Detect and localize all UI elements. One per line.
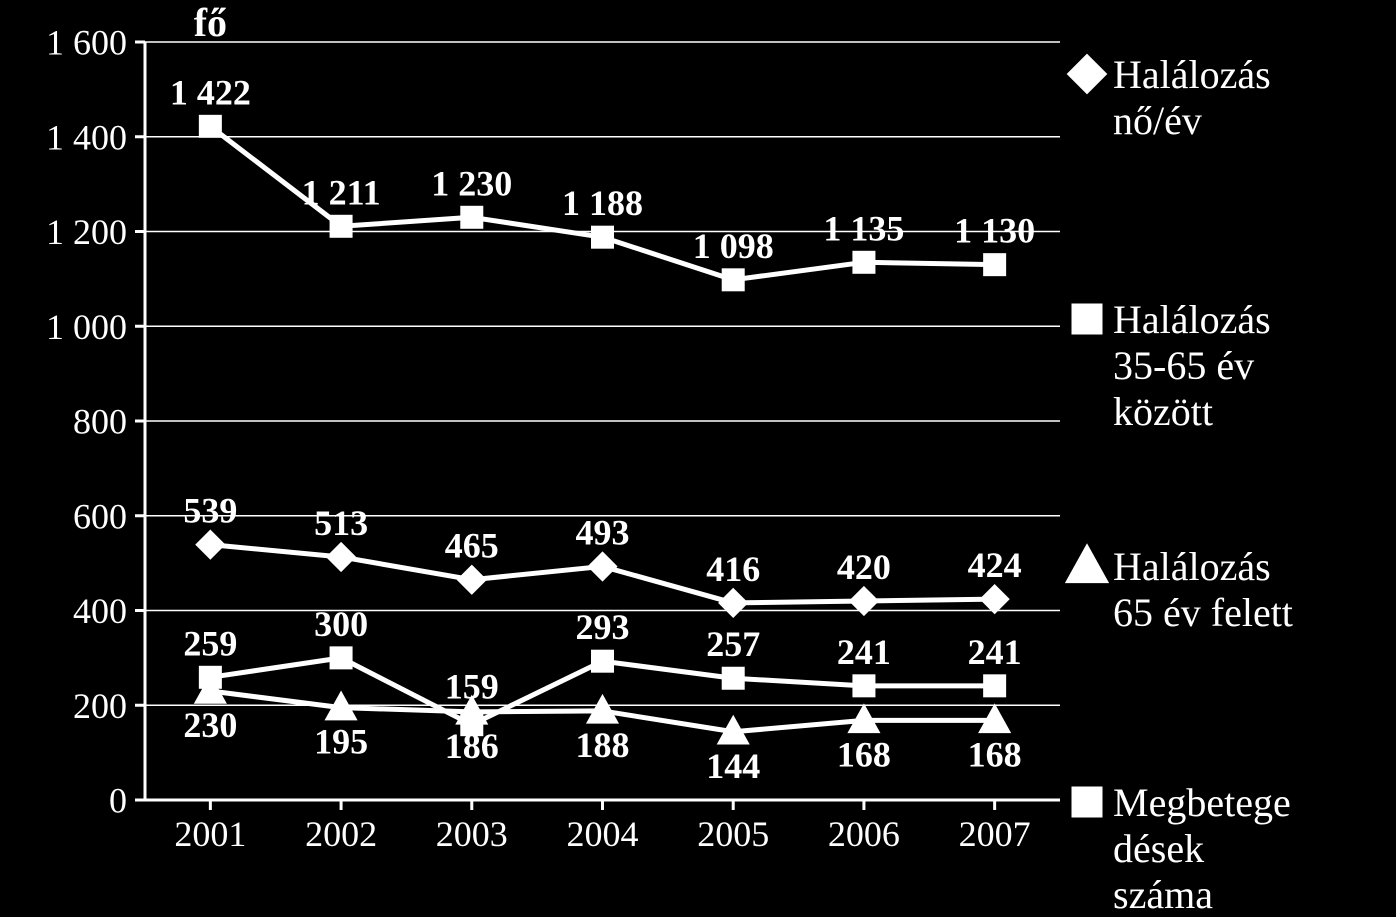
svg-text:nő/év: nő/év xyxy=(1113,98,1202,143)
svg-text:241: 241 xyxy=(837,632,891,672)
svg-text:293: 293 xyxy=(576,607,630,647)
svg-text:Halálozás: Halálozás xyxy=(1113,544,1271,589)
line-chart: 0 200 400 600 800 1 000 1 200 1 400 1 600 2001 200… xyxy=(0,0,1396,917)
svg-text:241: 241 xyxy=(968,632,1022,672)
svg-text:1 422: 1 422 xyxy=(170,72,251,112)
svg-text:2006: 2006 xyxy=(828,814,900,854)
svg-text:1 098: 1 098 xyxy=(693,226,774,266)
svg-text:35-65 év: 35-65 év xyxy=(1113,343,1254,388)
svg-text:230: 230 xyxy=(183,705,237,745)
svg-text:között: között xyxy=(1113,389,1213,434)
svg-text:188: 188 xyxy=(576,725,630,765)
svg-text:493: 493 xyxy=(576,512,630,552)
chart-svg: 0 200 400 600 800 1 000 1 200 1 400 1 600 2001 200… xyxy=(0,0,1396,917)
svg-text:Halálozás: Halálozás xyxy=(1113,52,1271,97)
svg-text:fő: fő xyxy=(194,0,227,45)
svg-text:1 211: 1 211 xyxy=(302,172,381,212)
svg-text:400: 400 xyxy=(73,591,127,631)
svg-text:259: 259 xyxy=(183,623,237,663)
svg-text:168: 168 xyxy=(968,734,1022,774)
svg-text:1 200: 1 200 xyxy=(46,212,127,252)
svg-text:144: 144 xyxy=(706,746,760,786)
svg-text:2001: 2001 xyxy=(174,814,246,854)
svg-text:195: 195 xyxy=(314,722,368,762)
svg-text:257: 257 xyxy=(706,624,760,664)
svg-text:dések: dések xyxy=(1113,826,1204,871)
svg-text:416: 416 xyxy=(706,549,760,589)
svg-text:1 400: 1 400 xyxy=(46,117,127,157)
svg-text:600: 600 xyxy=(73,496,127,536)
svg-text:1 130: 1 130 xyxy=(954,211,1035,251)
svg-text:420: 420 xyxy=(837,547,891,587)
svg-text:65 év felett: 65 év felett xyxy=(1113,590,1293,635)
svg-text:800: 800 xyxy=(73,402,127,442)
svg-text:2002: 2002 xyxy=(305,814,377,854)
svg-text:168: 168 xyxy=(837,734,891,774)
svg-text:186: 186 xyxy=(445,726,499,766)
svg-text:2003: 2003 xyxy=(436,814,508,854)
svg-text:200: 200 xyxy=(73,686,127,726)
svg-text:1 230: 1 230 xyxy=(431,163,512,203)
svg-text:száma: száma xyxy=(1113,872,1213,917)
svg-text:Megbetege: Megbetege xyxy=(1113,780,1291,825)
svg-text:0: 0 xyxy=(109,781,127,821)
svg-text:2004: 2004 xyxy=(567,814,639,854)
svg-text:1 135: 1 135 xyxy=(823,208,904,248)
svg-text:300: 300 xyxy=(314,604,368,644)
svg-text:2007: 2007 xyxy=(959,814,1031,854)
svg-text:1 000: 1 000 xyxy=(46,307,127,347)
svg-text:465: 465 xyxy=(445,526,499,566)
svg-text:2005: 2005 xyxy=(697,814,769,854)
svg-text:539: 539 xyxy=(183,491,237,531)
svg-text:1 600: 1 600 xyxy=(46,23,127,63)
svg-text:Halálozás: Halálozás xyxy=(1113,297,1271,342)
svg-text:1 188: 1 188 xyxy=(562,183,643,223)
svg-text:424: 424 xyxy=(968,545,1022,585)
svg-text:513: 513 xyxy=(314,503,368,543)
